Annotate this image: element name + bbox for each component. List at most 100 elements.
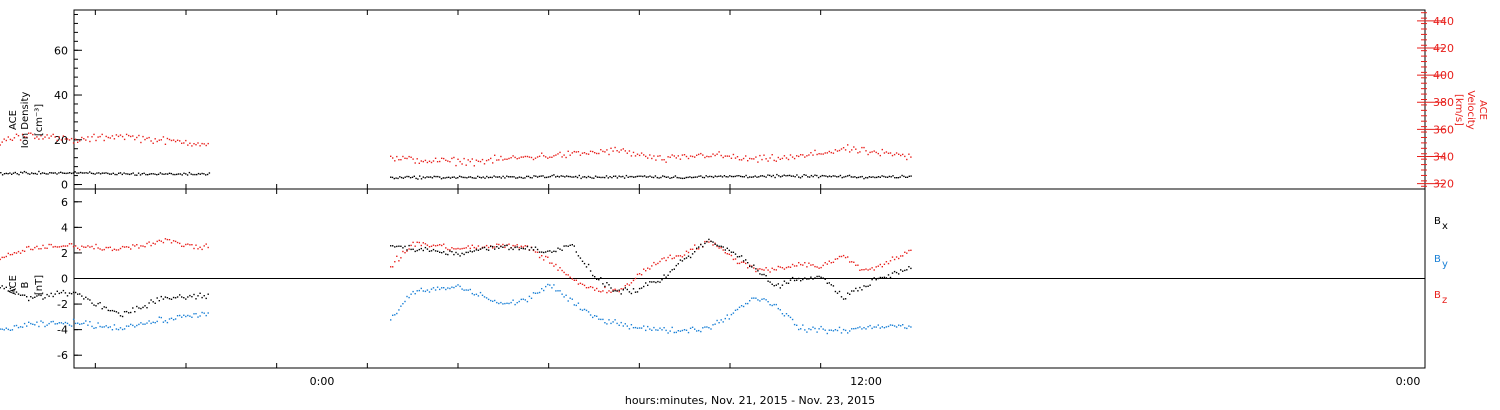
by-point — [394, 314, 396, 316]
velocity-point — [207, 142, 209, 145]
density-point — [747, 176, 749, 179]
bz-point — [636, 273, 639, 276]
velocity-point — [166, 137, 169, 140]
velocity-point — [804, 156, 806, 158]
velocity-point — [77, 141, 79, 143]
bz-point — [632, 279, 635, 282]
bz-point — [536, 251, 539, 253]
bx-point — [771, 283, 773, 285]
bx-point — [877, 277, 879, 280]
density-point — [685, 176, 687, 179]
density-point — [827, 176, 829, 178]
b-tick-label: -2 — [57, 298, 68, 311]
bx-point — [520, 247, 522, 249]
bz-point — [522, 246, 524, 248]
bx-point — [396, 245, 398, 248]
velocity-point — [459, 160, 461, 163]
bx-point — [777, 283, 779, 285]
by-point — [156, 320, 158, 323]
bz-point — [436, 244, 439, 247]
by-point — [449, 287, 451, 290]
velocity-point — [506, 158, 508, 160]
bz-point — [624, 285, 626, 287]
bx-point — [657, 280, 659, 283]
by-point — [500, 301, 502, 304]
velocity-point — [410, 156, 412, 158]
bx-point — [148, 302, 150, 304]
velocity-point — [455, 164, 457, 167]
bz-point — [158, 239, 160, 242]
bx-point — [751, 266, 753, 268]
velocity-point — [436, 161, 439, 163]
bz-point — [68, 243, 71, 245]
bz-point — [720, 247, 722, 249]
by-point — [545, 285, 547, 288]
bz-point — [109, 246, 111, 248]
bz-point — [826, 263, 828, 265]
bx-point — [5, 286, 7, 288]
bz-point — [830, 262, 832, 264]
density-point — [741, 176, 744, 178]
by-point — [99, 325, 101, 328]
bz-point — [910, 249, 912, 251]
by-point — [50, 321, 52, 323]
bx-point — [160, 295, 162, 298]
by-point — [687, 331, 690, 334]
velocity-point — [730, 157, 733, 159]
bx-point — [879, 276, 881, 279]
density-point — [179, 173, 182, 175]
bx-point — [722, 246, 724, 248]
bx-point — [549, 250, 551, 252]
velocity-point — [128, 134, 130, 137]
velocity-point — [575, 151, 577, 153]
bz-point — [643, 268, 645, 270]
by-point — [904, 327, 906, 329]
density-point — [638, 175, 640, 177]
by-point — [777, 307, 779, 310]
bx-point — [26, 296, 28, 298]
density-point — [861, 175, 863, 178]
by-point — [526, 300, 529, 303]
velocity-point — [500, 155, 502, 158]
density-point — [756, 176, 758, 178]
by-point — [132, 324, 134, 327]
velocity-point — [514, 156, 516, 159]
density-point — [85, 172, 87, 174]
bz-point — [755, 270, 757, 273]
density-point — [47, 173, 49, 175]
bx-point — [694, 251, 696, 253]
by-point — [541, 288, 543, 290]
velocity-point — [150, 140, 152, 142]
bx-point — [742, 260, 745, 262]
bx-point — [538, 251, 541, 253]
density-point — [571, 176, 573, 178]
bx-point — [19, 294, 22, 296]
density-point — [121, 173, 123, 176]
density-point — [156, 174, 158, 176]
velocity-point — [865, 150, 867, 152]
density-point — [888, 175, 891, 178]
density-point — [636, 175, 638, 178]
velocity-point — [193, 143, 195, 145]
velocity-point — [176, 139, 179, 141]
density-point — [3, 173, 6, 175]
bx-point — [636, 291, 639, 293]
velocity-point — [140, 141, 142, 144]
bz-point — [496, 243, 498, 245]
density-point — [134, 174, 136, 176]
bx-point — [793, 279, 796, 282]
by-point — [883, 327, 886, 329]
bz-point — [691, 248, 694, 250]
bx-point — [643, 285, 645, 288]
density-point — [908, 175, 910, 177]
velocity-point — [174, 140, 177, 143]
density-point — [647, 176, 649, 178]
bx-point — [561, 249, 563, 251]
bz-point — [747, 267, 749, 269]
by-point — [496, 301, 498, 304]
velocity-point — [736, 156, 739, 158]
velocity-point — [60, 139, 63, 141]
velocity-point — [838, 149, 841, 152]
velocity-point — [15, 133, 18, 135]
by-point — [508, 302, 510, 305]
